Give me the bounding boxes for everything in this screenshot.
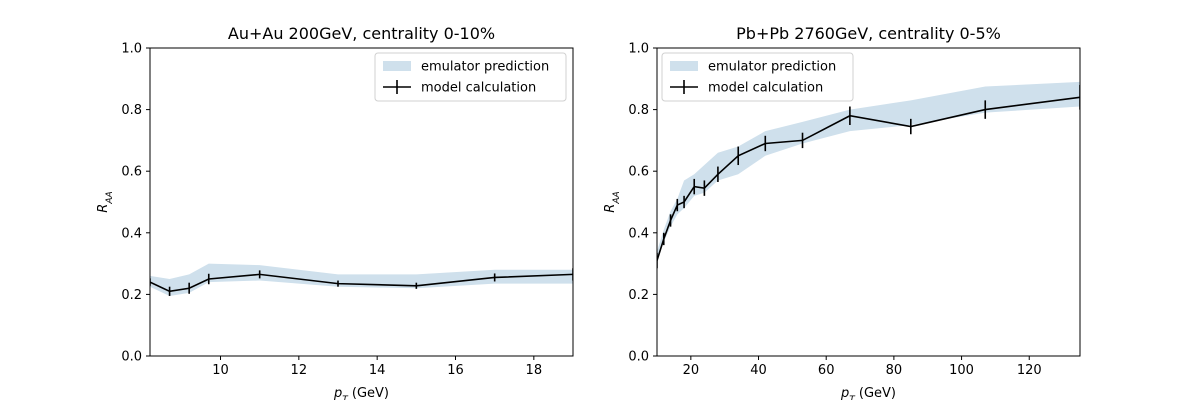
panel-au-au: 10 12 14 16 18 0.0 0.2 0.4 0.6 0.8 1.0 Au+Au 200GeV… (96, 24, 574, 400)
x-tick-label: 16 (447, 363, 464, 378)
x-tick-label: 40 (750, 363, 767, 378)
legend-label-model: model calculation (421, 81, 536, 96)
x-tick-label: 20 (683, 363, 700, 378)
y-tick-label: 0.6 (628, 165, 649, 180)
y-tick-label: 1.0 (121, 42, 142, 57)
y-axis-label: RAA (96, 191, 115, 212)
x-tick-label: 120 (1017, 363, 1042, 378)
panel-pb-pb: 20 40 60 80 100 120 0.0 0.2 0.4 0.6 0.8 1.0 Pb+Pb 27… (603, 24, 1081, 400)
y-tick-label: 0.4 (628, 226, 649, 241)
plot-area (657, 81, 1080, 269)
x-tick-label: 100 (949, 363, 974, 378)
x-tick-label: 10 (212, 363, 229, 378)
axes-frame (149, 47, 574, 357)
y-tick-label: 0.6 (121, 165, 142, 180)
legend-band-swatch (670, 61, 698, 71)
plot-area (150, 263, 573, 296)
x-tick-label: 18 (526, 363, 543, 378)
axes-frame (656, 47, 1081, 357)
legend-box (374, 52, 567, 102)
y-tick-label: 0.2 (628, 288, 649, 303)
y-axis-label: RAA (603, 191, 622, 212)
x-axis-label: pT (GeV) (840, 386, 896, 400)
y-tick-label: 0.8 (628, 103, 649, 118)
legend: emulator prediction model calculation (661, 52, 854, 102)
legend-box (661, 52, 854, 102)
legend-band-swatch (383, 61, 411, 71)
emulator-band (150, 263, 573, 296)
y-tick-label: 0.4 (121, 226, 142, 241)
legend-label-emulator: emulator prediction (708, 60, 836, 75)
chart-title: Au+Au 200GeV, centrality 0-10% (228, 24, 495, 43)
y-tick-label: 1.0 (628, 42, 649, 57)
chart-title: Pb+Pb 2760GeV, centrality 0-5% (736, 24, 1001, 43)
y-tick-label: 0.0 (121, 350, 142, 365)
x-axis-label: pT (GeV) (333, 386, 389, 400)
legend: emulator prediction model calculation (374, 52, 567, 102)
y-tick-label: 0.8 (121, 103, 142, 118)
emulator-band (657, 81, 1080, 258)
x-tick-label: 14 (369, 363, 386, 378)
legend-label-model: model calculation (708, 81, 823, 96)
y-tick-label: 0.0 (628, 350, 649, 365)
x-tick-label: 12 (291, 363, 308, 378)
y-tick-label: 0.2 (121, 288, 142, 303)
legend-label-emulator: emulator prediction (421, 60, 549, 75)
x-tick-label: 80 (886, 363, 903, 378)
x-tick-label: 60 (818, 363, 835, 378)
